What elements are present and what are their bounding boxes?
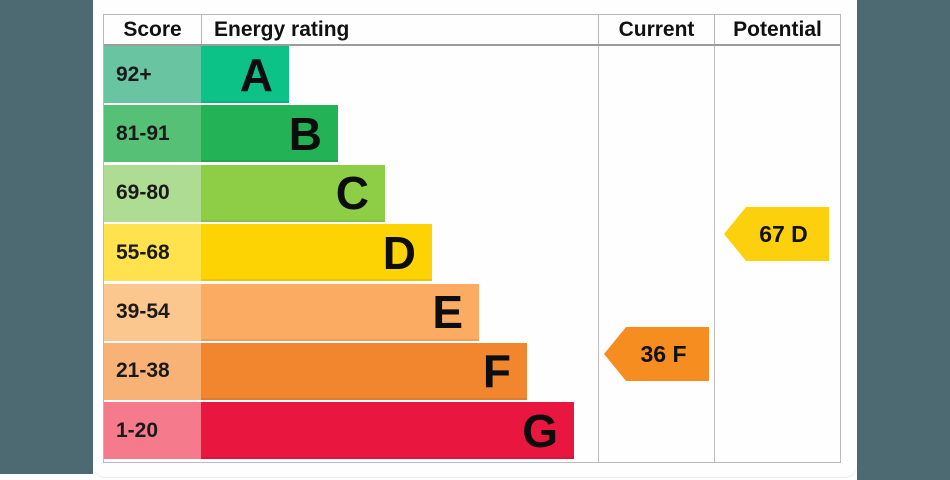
potential-column-divider — [714, 46, 715, 462]
rating-band-row: 1-20 G — [104, 402, 840, 461]
rating-band-row: 55-68 D — [104, 224, 840, 283]
table-header-row: Score Energy rating Current Potential — [104, 15, 840, 46]
rating-band-row: 39-54 E — [104, 283, 840, 343]
score-range-cell-e: 39-54 — [104, 283, 201, 341]
table-body: 36 F 67 D 92+ A 81-91 B 69-80 C 55-68 D … — [104, 46, 840, 462]
score-range-cell-a: 92+ — [104, 46, 201, 103]
background-band-right — [857, 0, 950, 480]
header-current: Current — [598, 15, 714, 44]
rating-band-row: 81-91 B — [104, 105, 840, 164]
rating-band-bar-a: A — [201, 46, 289, 103]
rating-band-bar-e: E — [201, 283, 479, 341]
epc-panel: Score Energy rating Current Potential 36… — [93, 0, 857, 477]
rating-band-row: 21-38 F — [104, 342, 840, 402]
score-range-cell-c: 69-80 — [104, 164, 201, 222]
header-energy-rating: Energy rating — [201, 15, 598, 44]
current-column-divider — [598, 46, 599, 462]
score-range-cell-g: 1-20 — [104, 402, 201, 460]
rating-band-bar-f: F — [201, 342, 527, 400]
current-rating-label: 36 F — [640, 340, 687, 367]
score-range-cell-b: 81-91 — [104, 105, 201, 163]
background-band-left — [0, 0, 93, 474]
rating-band-bar-d: D — [201, 224, 432, 282]
potential-rating-label: 67 D — [759, 220, 808, 247]
score-range-cell-f: 21-38 — [104, 342, 201, 400]
score-range-cell-d: 55-68 — [104, 224, 201, 282]
header-score: Score — [123, 18, 182, 41]
epc-rating-table: Score Energy rating Current Potential 36… — [103, 14, 841, 463]
current-rating-arrow: 36 F — [604, 327, 709, 381]
rating-band-row: 92+ A — [104, 46, 840, 105]
potential-rating-arrow: 67 D — [724, 207, 829, 261]
rating-band-bar-b: B — [201, 105, 338, 163]
rating-band-bar-c: C — [201, 164, 385, 222]
rating-band-bar-g: G — [201, 402, 574, 460]
header-potential: Potential — [714, 15, 840, 44]
rating-band-row: 69-80 C — [104, 164, 840, 224]
